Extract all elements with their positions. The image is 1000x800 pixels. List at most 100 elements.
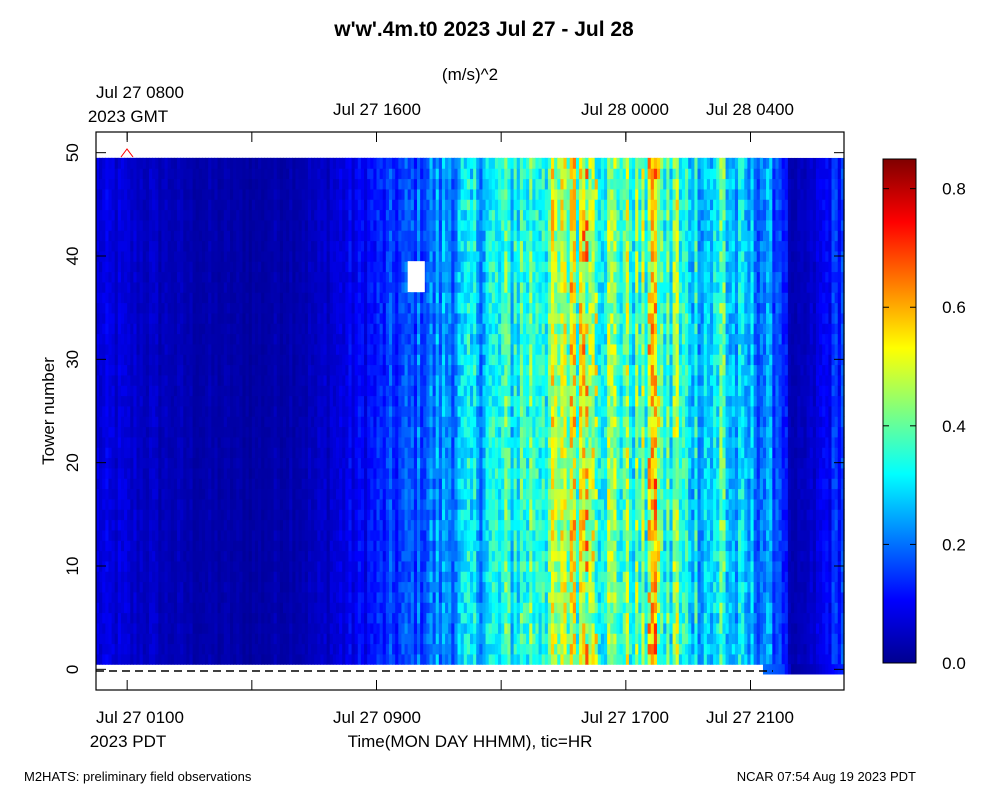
heatmap-cell: [292, 188, 297, 200]
heatmap-cell: [339, 343, 343, 355]
heatmap-cell: [161, 230, 166, 242]
heatmap-cell: [245, 581, 250, 593]
heatmap-cell: [248, 447, 253, 459]
heatmap-cell: [388, 302, 393, 314]
heatmap-cell: [339, 498, 343, 510]
heatmap-cell: [133, 602, 138, 614]
heatmap-cell: [186, 416, 191, 428]
heatmap-cell: [192, 488, 197, 500]
heatmap-cell: [345, 209, 350, 221]
heatmap-cell: [180, 436, 184, 448]
heatmap-cell: [261, 550, 265, 562]
heatmap-cell: [373, 416, 378, 428]
heatmap-cell: [332, 529, 337, 541]
heatmap-cell: [96, 188, 100, 200]
heatmap-cell: [298, 571, 303, 583]
heatmap-cell: [158, 622, 163, 634]
heatmap-cell: [111, 602, 116, 614]
heatmap-cell: [289, 519, 293, 531]
heatmap-cell: [379, 178, 384, 190]
heatmap-cell: [342, 157, 346, 169]
heatmap-cell: [295, 426, 300, 438]
heatmap-cell: [395, 498, 399, 510]
heatmap-cell: [279, 188, 284, 200]
heatmap-cell: [311, 230, 315, 242]
heatmap-cell: [220, 178, 225, 190]
heatmap-cell: [348, 178, 353, 190]
heatmap-cell: [410, 416, 415, 428]
heatmap-cell: [357, 395, 362, 407]
heatmap-cell: [326, 447, 331, 459]
heatmap-cell: [382, 209, 387, 221]
heatmap-cell: [211, 560, 216, 572]
heatmap-cell: [311, 581, 315, 593]
heatmap-cell: [208, 240, 212, 252]
heatmap-cell: [223, 323, 228, 335]
heatmap-cell: [267, 312, 272, 324]
heatmap-cell: [170, 622, 175, 634]
heatmap-cell: [236, 447, 240, 459]
heatmap-cell: [139, 643, 144, 655]
heatmap-cell: [152, 323, 156, 335]
heatmap-cell: [226, 653, 231, 665]
heatmap-cell: [205, 374, 209, 386]
heatmap-cell: [208, 250, 212, 262]
heatmap-cell: [223, 385, 228, 397]
heatmap-cell: [317, 529, 321, 541]
heatmap-cell: [198, 281, 203, 293]
heatmap-cell: [335, 612, 340, 624]
heatmap-cell: [360, 405, 365, 417]
heatmap-cell: [251, 498, 256, 510]
heatmap-cell: [367, 312, 371, 324]
heatmap-cell: [99, 219, 103, 231]
heatmap-cell: [139, 188, 144, 200]
heatmap-cell: [373, 323, 378, 335]
heatmap-cell: [223, 168, 228, 180]
heatmap-cell: [111, 302, 116, 314]
heatmap-cell: [342, 602, 346, 614]
heatmap-cell: [342, 292, 346, 304]
heatmap-cell: [223, 188, 228, 200]
heatmap-cell: [392, 488, 396, 500]
heatmap-cell: [136, 354, 141, 366]
heatmap-cell: [130, 416, 134, 428]
heatmap-cell: [295, 633, 300, 645]
heatmap-cell: [211, 157, 216, 169]
heatmap-cell: [189, 302, 194, 314]
heatmap-cell: [295, 436, 300, 448]
heatmap-cell: [354, 240, 359, 252]
heatmap-cell: [392, 436, 396, 448]
heatmap-cell: [167, 602, 172, 614]
heatmap-cell: [133, 436, 138, 448]
heatmap-cell: [170, 560, 175, 572]
heatmap-cell: [314, 168, 318, 180]
heatmap-cell: [373, 209, 378, 221]
heatmap-cell: [186, 209, 191, 221]
heatmap-cell: [155, 261, 159, 273]
heatmap-cell: [120, 653, 125, 665]
heatmap-cell: [136, 281, 141, 293]
heatmap-cell: [114, 323, 119, 335]
heatmap-cell: [102, 550, 106, 562]
heatmap-cell: [332, 323, 337, 335]
heatmap-cell: [364, 385, 368, 397]
heatmap-cell: [360, 643, 365, 655]
heatmap-cell: [177, 550, 181, 562]
heatmap-cell: [404, 261, 409, 273]
heatmap-cell: [242, 571, 247, 583]
heatmap-cell: [289, 457, 293, 469]
heatmap-cell: [329, 519, 334, 531]
heatmap-cell: [329, 560, 334, 572]
heatmap-cell: [142, 240, 147, 252]
heatmap-cell: [189, 364, 194, 376]
heatmap-cell: [236, 529, 240, 541]
heatmap-cell: [180, 343, 184, 355]
heatmap-cell: [304, 343, 309, 355]
heatmap-cell: [158, 426, 163, 438]
heatmap-cell: [401, 498, 406, 510]
heatmap-cell: [382, 467, 387, 479]
heatmap-cell: [180, 509, 184, 521]
heatmap-cell: [354, 261, 359, 273]
heatmap-cell: [301, 354, 306, 366]
heatmap-cell: [198, 302, 203, 314]
